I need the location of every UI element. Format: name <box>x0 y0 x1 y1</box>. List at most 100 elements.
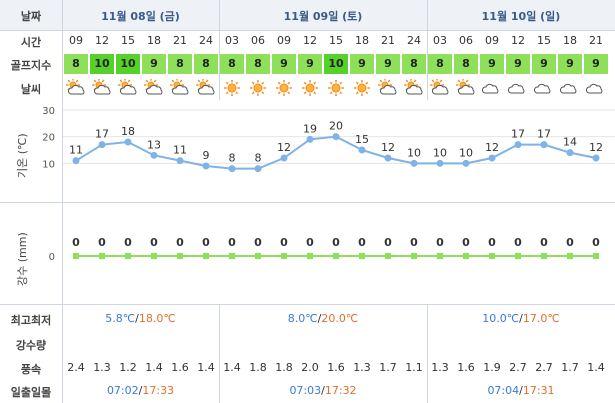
temperature-value-label: 12 <box>589 141 603 154</box>
temperature-point <box>176 157 184 165</box>
precipitation-value-label: 0 <box>150 236 158 249</box>
wind-cell: 1.7 <box>379 361 397 374</box>
precipitation-value-label: 0 <box>462 236 470 249</box>
precipitation-point <box>567 253 573 259</box>
golf-index-cell: 9 <box>584 54 608 74</box>
precipitation-value-label: 0 <box>410 236 418 249</box>
day-divider-1-bottom <box>219 305 220 403</box>
hour-cell: 21 <box>173 34 187 47</box>
row-divider <box>0 202 615 203</box>
golf-index-cell: 10 <box>90 54 114 74</box>
precipitation-point <box>489 253 495 259</box>
day-3-label: 11월 10일 (일) <box>481 10 561 23</box>
sun-separator: / <box>519 384 523 397</box>
temperature-value-label: 20 <box>329 120 343 133</box>
golf-index-row: 골프지수 8 10 10 9 8 8 8 8 9 9 10 9 9 8 8 8 9 9 9 9 9 <box>0 52 615 76</box>
temperature-value-label: 12 <box>381 141 395 154</box>
precip-amount-label: 강수량 <box>15 339 47 352</box>
precipitation-point <box>203 253 209 259</box>
day-1-sunrise: 07:02 <box>106 384 139 397</box>
precipitation-point <box>229 253 235 259</box>
minmax-separator: / <box>135 312 139 325</box>
precipitation-point <box>515 253 521 259</box>
golf-index-label: 골프지수 <box>10 59 52 72</box>
precipitation-value-label: 0 <box>306 236 314 249</box>
y-tick-label: 0 <box>49 252 55 263</box>
partly-cloudy-icon <box>401 79 427 97</box>
hour-cell: 18 <box>147 34 161 47</box>
y-tick-label: 10 <box>42 159 55 170</box>
precipitation-value-label: 0 <box>592 236 600 249</box>
wind-cell: 1.8 <box>275 361 293 374</box>
weather-label: 날씨 <box>20 83 42 96</box>
day-2-sunrise: 07:03 <box>289 384 322 397</box>
precipitation-point <box>359 253 365 259</box>
golf-index-cell: 8 <box>246 54 270 74</box>
golf-index-cell: 9 <box>506 54 530 74</box>
day-divider-1 <box>219 0 220 100</box>
partly-cloudy-icon <box>63 79 89 97</box>
date-row: 날짜 11월 08일 (금) 11월 09일 (토) 11월 10일 (일) <box>0 0 615 30</box>
minmax-label: 최고최저 <box>10 314 52 327</box>
temperature-point <box>306 135 314 143</box>
sunny-icon <box>245 79 271 97</box>
wind-cell: 1.4 <box>223 361 241 374</box>
precipitation-point <box>333 253 339 259</box>
weather-row: 날씨 <box>0 76 615 100</box>
minmax-separator: / <box>519 312 523 325</box>
partly-cloudy-icon <box>375 79 401 97</box>
hour-cell: 06 <box>459 34 473 47</box>
day-3-sunset: 17:31 <box>522 384 555 397</box>
wind-label: 풍속 <box>20 363 42 376</box>
hour-cell: 12 <box>511 34 525 47</box>
temperature-point <box>98 141 106 149</box>
cloudy-icon <box>505 79 531 97</box>
hour-cell: 09 <box>69 34 83 47</box>
temperature-point <box>540 141 548 149</box>
partly-cloudy-icon <box>167 79 193 97</box>
precipitation-value-label: 0 <box>202 236 210 249</box>
precipitation-value-label: 0 <box>540 236 548 249</box>
wind-cell: 1.8 <box>249 361 267 374</box>
temperature-point <box>592 154 600 162</box>
day-1-minmax: 5.8℃/18.0℃ <box>62 312 219 325</box>
wind-cell: 1.4 <box>197 361 215 374</box>
day-1-label: 11월 08일 (금) <box>101 10 180 23</box>
golf-index-cell: 9 <box>272 54 296 74</box>
wind-cell: 1.4 <box>587 361 605 374</box>
partly-cloudy-icon <box>115 79 141 97</box>
wind-cell: 1.6 <box>327 361 345 374</box>
day-2-sunset: 17:32 <box>324 384 357 397</box>
temperature-value-label: 17 <box>511 128 525 141</box>
precipitation-value-label: 0 <box>488 236 496 249</box>
minmax-row: 최고최저 5.8℃/18.0℃ 8.0℃/20.0℃ 10.0℃/17.0℃ <box>0 305 615 331</box>
row-divider <box>0 30 615 31</box>
precipitation-point <box>177 253 183 259</box>
temperature-value-label: 17 <box>537 128 551 141</box>
label-column-divider <box>62 0 63 403</box>
temperature-point <box>436 159 444 167</box>
hour-cell: 09 <box>277 34 291 47</box>
day-divider-2 <box>427 0 428 100</box>
precipitation-point <box>99 253 105 259</box>
wind-cell: 1.4 <box>145 361 163 374</box>
day-3-sun: 07:04/17:31 <box>427 384 615 397</box>
golf-index-cell: 9 <box>558 54 582 74</box>
wind-cell: 2.7 <box>535 361 553 374</box>
hour-cell: 15 <box>121 34 135 47</box>
precipitation-chart: 0 0 0 0 0 0 0 0 0 0 0 0 0 0 0 0 0 0 0 0 0 0 <box>49 236 601 263</box>
temperature-chart: 10 20 30 11 17 18 13 11 9 8 8 12 19 20 15 12 10 10 10 12 17 1… <box>42 106 615 173</box>
temperature-point <box>488 154 496 162</box>
temperature-point <box>150 151 158 159</box>
temperature-chart-area: 기온 (℃) 10 20 30 11 17 18 13 11 9 8 8 12 19 20 15 12 10 10… <box>0 100 615 202</box>
temperature-point <box>462 159 470 167</box>
wind-cell: 1.3 <box>353 361 371 374</box>
sunny-icon <box>219 79 245 97</box>
hour-cell: 09 <box>485 34 499 47</box>
precipitation-value-label: 0 <box>436 236 444 249</box>
partly-cloudy-icon <box>193 79 219 97</box>
hour-cell: 03 <box>225 34 239 47</box>
hour-cell: 24 <box>199 34 213 47</box>
temperature-value-label: 11 <box>69 144 83 157</box>
temperature-value-label: 14 <box>563 136 577 149</box>
